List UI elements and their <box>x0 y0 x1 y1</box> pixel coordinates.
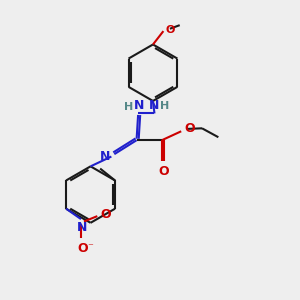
Text: O: O <box>100 208 111 221</box>
Text: ⁻: ⁻ <box>88 242 93 252</box>
Text: O: O <box>77 242 88 255</box>
Text: N: N <box>100 150 110 163</box>
Text: O: O <box>158 165 169 178</box>
Text: N: N <box>77 220 88 234</box>
Text: H: H <box>124 102 133 112</box>
Text: N: N <box>134 99 144 112</box>
Text: O: O <box>166 25 175 34</box>
Text: O: O <box>184 122 195 135</box>
Text: H: H <box>160 101 169 111</box>
Text: N: N <box>149 99 159 112</box>
